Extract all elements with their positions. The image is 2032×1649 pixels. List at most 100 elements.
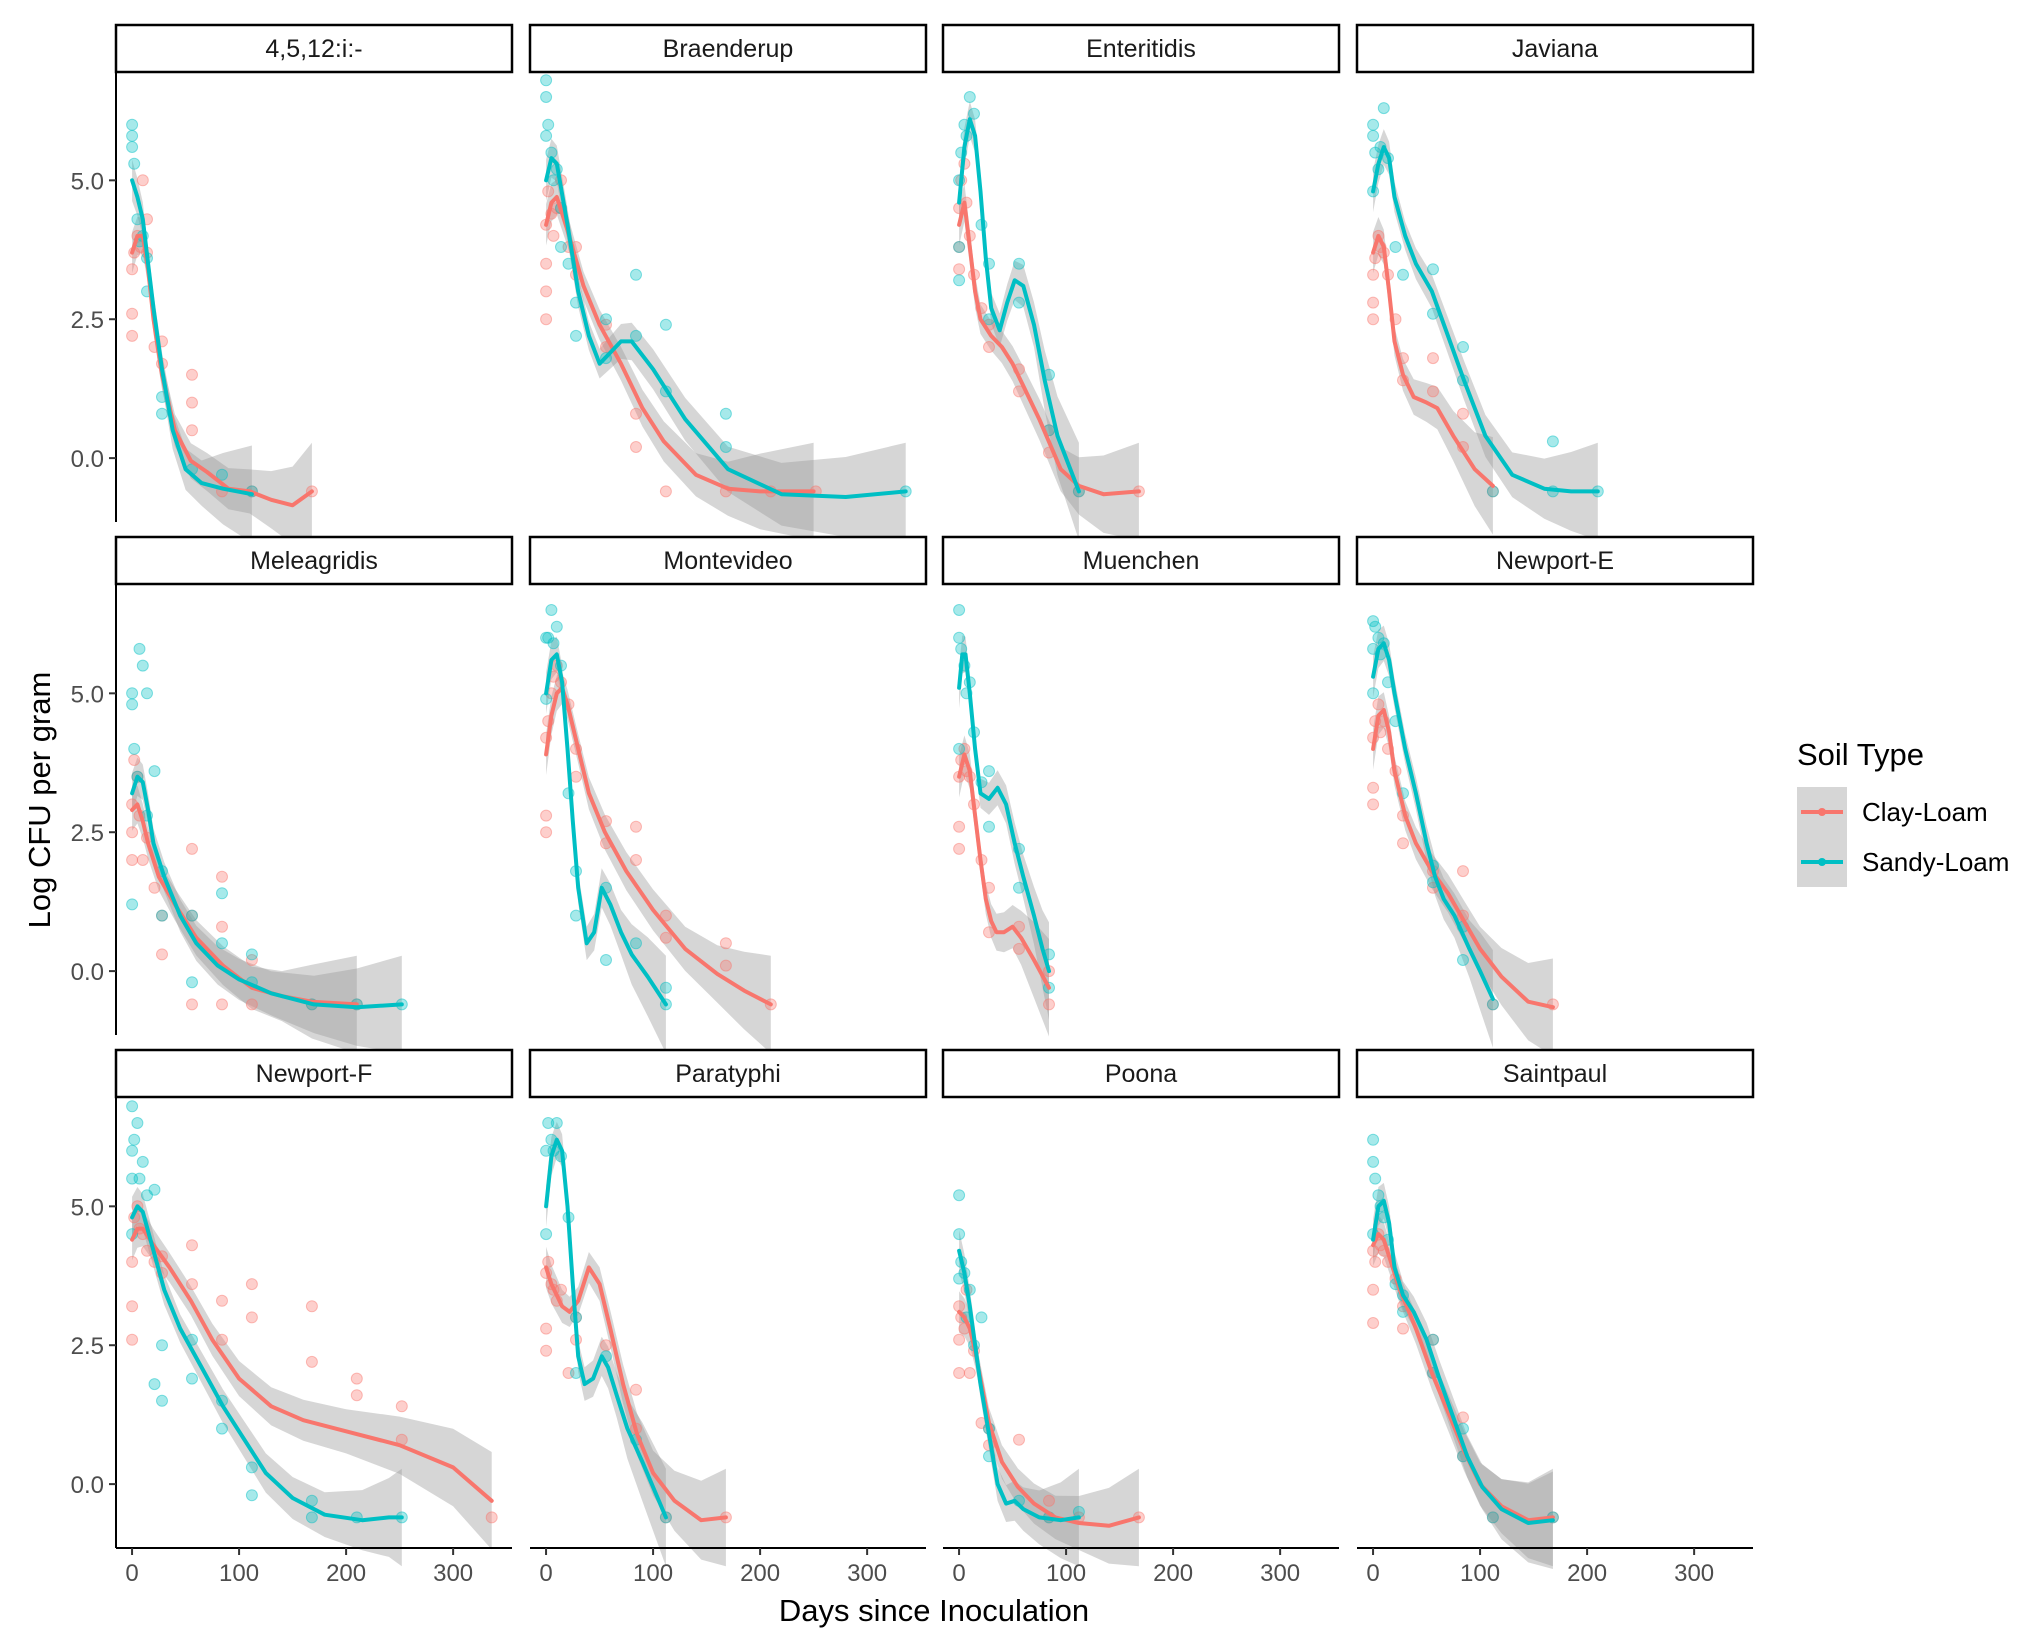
facet-title: Newport-F: [256, 1060, 373, 1088]
facet-newport-e: Newport-E: [1355, 535, 1755, 1056]
clay-point: [186, 396, 198, 409]
y-tick-label: 5.0: [71, 1194, 104, 1221]
sandy-point: [1367, 615, 1380, 628]
clay-point: [1369, 252, 1382, 265]
clay-point: [485, 1511, 498, 1524]
sandy-point: [1397, 268, 1409, 281]
facet-title: Montevideo: [663, 547, 792, 575]
clay-point: [136, 854, 149, 866]
clay-smooth-line: [544, 685, 773, 1007]
facet-poona: Poona: [941, 1048, 1341, 1567]
clay-point: [126, 329, 139, 342]
clay-point: [245, 954, 258, 966]
sandy-point: [126, 698, 139, 711]
sandy-point: [547, 637, 560, 650]
sandy-point: [1369, 1172, 1382, 1185]
clay-point: [1457, 1411, 1469, 1424]
clay-point: [719, 937, 732, 950]
sandy-point: [305, 1511, 318, 1524]
sandy-point: [126, 1172, 139, 1185]
sandy-point: [126, 1144, 139, 1157]
sandy-point: [1486, 1511, 1499, 1524]
sandy-point: [136, 1155, 149, 1168]
y-tick-label: 2.5: [71, 820, 104, 847]
sandy-point: [630, 268, 642, 281]
sandy-smooth-line: [544, 652, 668, 1007]
sandy-point: [216, 1422, 228, 1435]
clay-confidence-band: [1373, 692, 1553, 1056]
sandy-smooth-line: [1371, 1198, 1555, 1525]
sandy-point: [156, 909, 168, 922]
facet-javiana: Javiana: [1355, 23, 1755, 541]
x-tick-label: 200: [1153, 1560, 1193, 1587]
sandy-point: [1367, 1155, 1380, 1168]
clay-point: [245, 1311, 258, 1324]
clay-point: [562, 1367, 575, 1379]
sandy-point: [156, 1339, 168, 1352]
sandy-point: [542, 118, 555, 131]
sandy-point: [1367, 118, 1380, 131]
clay-point: [186, 1239, 198, 1252]
sandy-point: [148, 1378, 161, 1391]
clay-point: [126, 307, 139, 320]
clay-smooth-line: [957, 1309, 1141, 1528]
sandy-point: [540, 631, 553, 644]
clay-point: [350, 1372, 363, 1385]
y-axis-title: Log CFU per gram: [22, 672, 57, 929]
sandy-point: [1013, 881, 1025, 894]
sandy-point: [630, 937, 642, 950]
clay-point: [305, 1355, 318, 1368]
clay-point: [659, 931, 672, 944]
sandy-point: [128, 742, 141, 755]
clay-point: [953, 241, 966, 253]
clay-point: [630, 854, 642, 866]
sandy-point: [186, 909, 198, 922]
clay-point: [126, 854, 139, 866]
facet-montevideo: Montevideo: [528, 535, 928, 1054]
sandy-point: [216, 937, 228, 950]
clay-point: [540, 1322, 553, 1335]
clay-point: [216, 870, 228, 883]
legend-key-sandy-loam: Sandy-Loam: [1797, 837, 2009, 887]
sandy-point: [128, 1133, 141, 1146]
clay-point: [186, 368, 198, 381]
x-tick-label: 300: [1674, 1560, 1714, 1587]
facet-enteritidis: Enteritidis: [941, 23, 1341, 541]
clay-point: [1397, 1322, 1409, 1335]
sandy-point: [141, 1189, 153, 1202]
facet-paratyphi: Paratyphi: [528, 1048, 928, 1567]
clay-smooth-line: [130, 1226, 494, 1503]
sandy-point: [1367, 687, 1380, 700]
clay-point: [1013, 942, 1025, 955]
facet-strip: [1355, 23, 1755, 74]
sandy-point: [126, 898, 139, 911]
facet-saintpaul: Saintpaul: [1355, 1048, 1755, 1569]
sandy-point: [630, 329, 642, 342]
clay-point: [1367, 268, 1380, 281]
clay-point: [245, 1278, 258, 1291]
x-tick-label: 100: [219, 1560, 259, 1587]
facet-braenderup: Braenderup: [528, 23, 928, 541]
facet-strip: [114, 535, 514, 586]
sandy-point: [1367, 129, 1380, 142]
y-tick-label: 5.0: [71, 681, 104, 708]
facet-title: Muenchen: [1083, 547, 1200, 575]
clay-point: [186, 842, 198, 855]
clay-confidence-band: [132, 785, 357, 1054]
x-tick-label: 100: [1046, 1560, 1086, 1587]
sandy-point: [1546, 435, 1559, 448]
clay-confidence-band: [959, 183, 1139, 541]
sandy-point: [1457, 954, 1469, 966]
clay-point: [540, 826, 553, 839]
sandy-point: [983, 765, 995, 778]
sandy-point: [540, 91, 553, 103]
clay-point: [1367, 798, 1380, 811]
clay-point: [305, 1300, 318, 1313]
facet-strip: [941, 535, 1341, 586]
clay-point: [1043, 1494, 1055, 1507]
sandy-point: [540, 74, 553, 87]
clay-point: [1457, 865, 1469, 878]
sandy-point: [131, 1117, 144, 1129]
sandy-point: [126, 141, 139, 153]
